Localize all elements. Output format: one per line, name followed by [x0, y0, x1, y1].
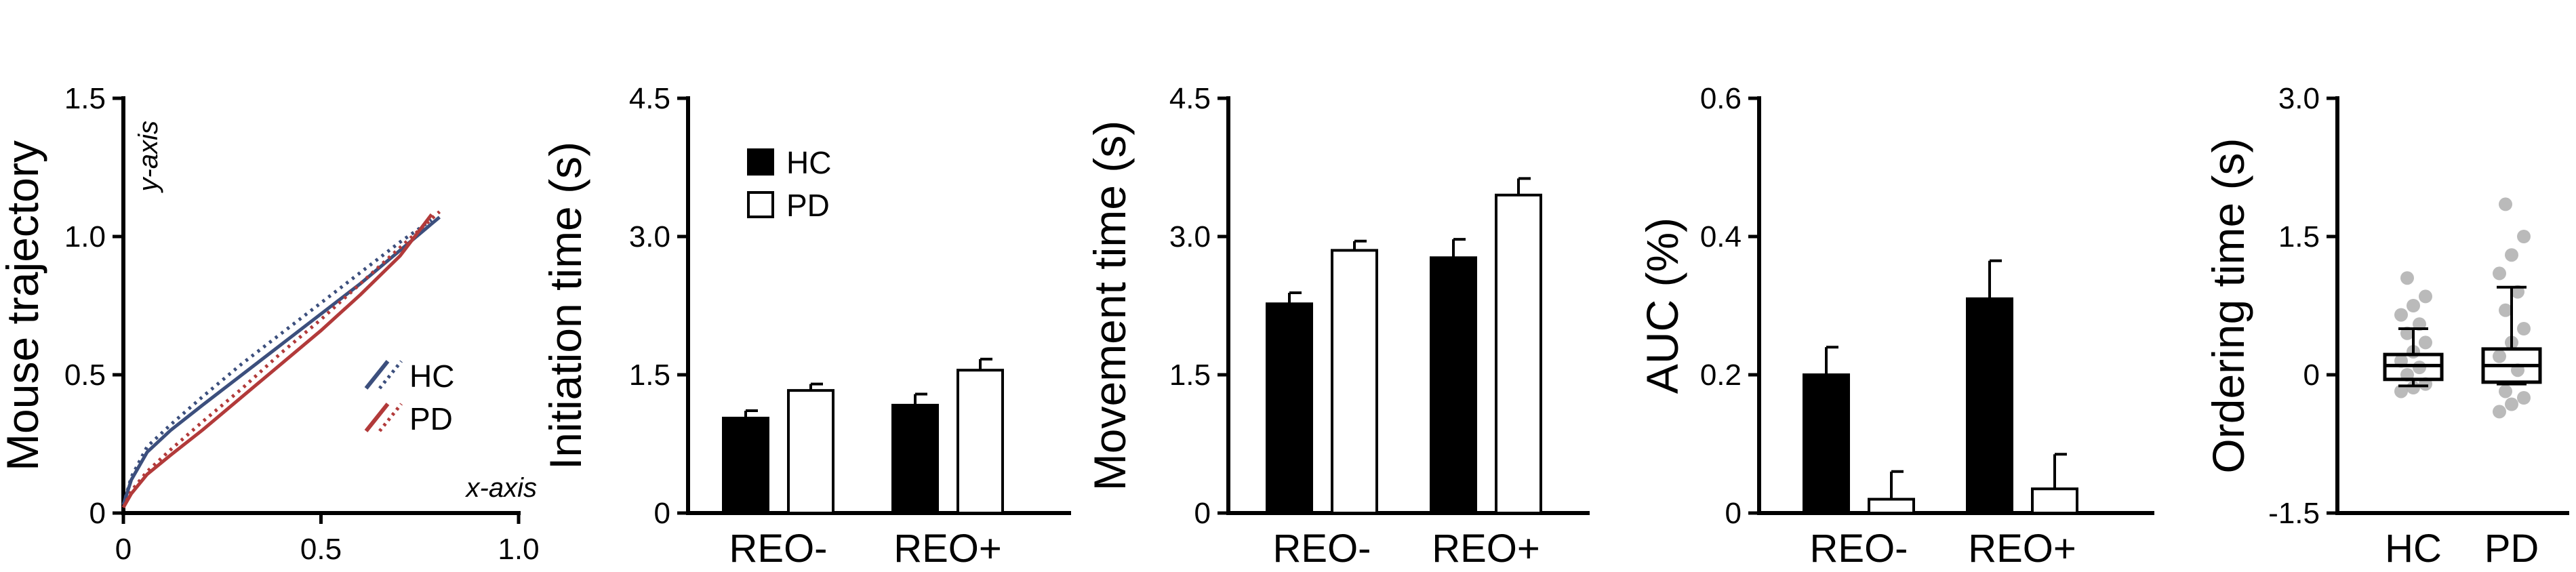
data-point — [2493, 266, 2506, 281]
bar-hc-reo+ — [1430, 256, 1477, 514]
legend-swatch-hc — [747, 148, 774, 176]
bar-pd-reo- — [787, 389, 834, 514]
y-tick-label: 1.5 — [1169, 359, 1211, 392]
data-point — [2407, 381, 2420, 395]
x-tick-label: 0 — [115, 533, 132, 566]
data-point — [2394, 384, 2408, 399]
data-point — [2413, 361, 2426, 375]
x-tick-label: 1.0 — [498, 533, 539, 566]
data-point — [2517, 230, 2531, 243]
legend-label: PD — [786, 188, 830, 223]
bar-hc-reo+ — [891, 403, 939, 514]
y-tick-label: 3.0 — [2278, 82, 2320, 115]
data-point — [2419, 289, 2432, 304]
legend-label: PD — [409, 401, 453, 436]
legend-label: HC — [786, 145, 831, 180]
x-category-label: REO+ — [893, 527, 1002, 571]
y-tick-label: 0 — [89, 497, 106, 530]
x-axis-note: x-axis — [465, 473, 537, 503]
y-axis-label: Mouse trajectory — [0, 140, 47, 471]
y-axis-label: Ordering time (s) — [2203, 138, 2253, 473]
y-tick-label: 0 — [1194, 497, 1211, 530]
data-point — [2499, 197, 2512, 211]
x-tick-label: 0.5 — [300, 533, 342, 566]
data-point — [2505, 397, 2518, 411]
legend-swatch-pd — [747, 191, 774, 218]
data-point — [2394, 308, 2408, 322]
x-category-label: REO- — [1810, 527, 1908, 571]
legend: HC PD — [747, 145, 831, 223]
x-category-label: REO- — [729, 527, 828, 571]
y-tick-label: 4.5 — [629, 82, 670, 115]
bar-hc-reo- — [1266, 302, 1313, 514]
panel-c: 0 1.5 3.0 4.5 REO- REO+ Movement time (s) — [1085, 82, 1590, 571]
y-tick-label: 1.0 — [64, 220, 106, 253]
data-point — [2493, 405, 2506, 419]
y-axis-label: Initiation time (s) — [540, 142, 590, 470]
data-point — [2407, 299, 2420, 312]
x-category-label: HC — [2385, 527, 2442, 571]
y-axis-label: Movement time (s) — [1085, 121, 1135, 491]
x-category-label: REO- — [1273, 527, 1371, 571]
bar-hc-reo- — [1803, 373, 1850, 514]
data-point — [2505, 248, 2518, 262]
legend-swatch-solid — [364, 360, 390, 390]
y-tick-label: 0 — [1725, 497, 1742, 530]
y-tick-label: 0.5 — [64, 359, 106, 392]
data-point — [2499, 384, 2512, 399]
bar-pd-reo+ — [2031, 487, 2078, 514]
y-tick-label: 4.5 — [1169, 82, 1211, 115]
series-line-hc-dotted — [121, 218, 433, 506]
data-point — [2419, 335, 2432, 350]
y-tick-label: 1.5 — [2278, 220, 2320, 253]
legend-swatch-solid — [364, 403, 390, 432]
y-tick-label: 0.2 — [1700, 359, 1742, 392]
panel-e: -1.5 0 1.5 3.0 HC PD Ordering time (s) — [2203, 82, 2569, 571]
legend-swatch-dotted — [378, 403, 403, 432]
bar-pd-reo- — [1331, 249, 1378, 514]
y-tick-label: 1.5 — [64, 82, 106, 115]
series-line-pd-solid — [121, 213, 433, 509]
bar-hc-reo+ — [1966, 297, 2013, 514]
bar-pd-reo- — [1868, 497, 1915, 514]
panel-a: 0 0.5 1.0 1.5 0 0.5 1.0 HC PD y-axis x-axis Mouse t… — [0, 82, 540, 566]
y-tick-label: 3.0 — [629, 220, 670, 253]
bar-pd-reo+ — [957, 369, 1004, 515]
x-category-label: REO+ — [1968, 527, 2076, 571]
legend: HC PD — [364, 359, 454, 436]
legend-swatch-dotted — [378, 360, 403, 390]
data-point — [2517, 322, 2531, 335]
series-line-hc-solid — [121, 216, 441, 506]
x-category-label: PD — [2484, 527, 2539, 571]
data-point — [2517, 391, 2531, 405]
y-tick-label: -1.5 — [2268, 497, 2320, 530]
y-axis-label: AUC (%) — [1637, 218, 1687, 394]
bar-pd-reo+ — [1495, 193, 1542, 514]
data-point — [2493, 349, 2506, 363]
y-tick-label: 0 — [654, 497, 670, 530]
data-point — [2499, 303, 2512, 317]
panel-b: 0 1.5 3.0 4.5 REO- REO+ Initiation time (s) HC P… — [540, 82, 1071, 571]
data-point — [2400, 271, 2414, 285]
bar-hc-reo- — [722, 416, 769, 514]
x-category-label: REO+ — [1432, 527, 1540, 571]
y-tick-label: 3.0 — [1169, 220, 1211, 253]
y-tick-label: 0.6 — [1700, 82, 1742, 115]
series-line-pd-dotted — [121, 210, 441, 508]
panel-d: 0 0.2 0.4 0.6 REO- REO+ AUC (%) — [1637, 82, 2154, 571]
legend-label: HC — [409, 359, 454, 394]
y-tick-label: 0 — [2303, 359, 2320, 392]
y-tick-label: 1.5 — [629, 359, 670, 392]
y-axis-note: y-axis — [134, 121, 163, 193]
y-tick-label: 0.4 — [1700, 220, 1742, 253]
